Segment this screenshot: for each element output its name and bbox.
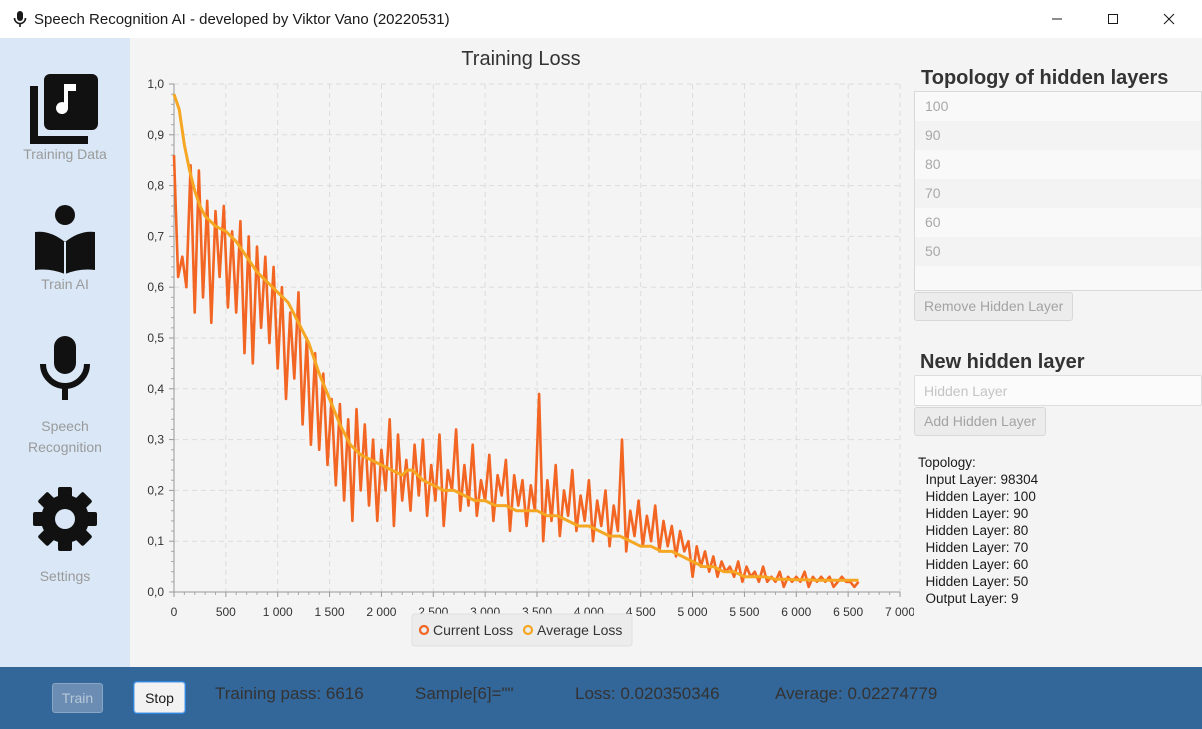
current-loss-line bbox=[172, 155, 860, 589]
topology-info: Topology: Input Layer: 98304 Hidden Laye… bbox=[918, 455, 1039, 606]
legend-label: Current Loss bbox=[433, 622, 513, 638]
list-item[interactable]: 100 bbox=[915, 92, 1201, 121]
sidebar-label: Training Data bbox=[23, 146, 107, 162]
x-tick-label: 4 500 bbox=[626, 605, 656, 619]
maximize-button[interactable] bbox=[1090, 0, 1136, 38]
y-tick-label: 0,2 bbox=[147, 483, 164, 497]
train-button[interactable]: Train bbox=[52, 683, 103, 713]
gear-icon bbox=[33, 487, 97, 551]
y-tick-label: 0,5 bbox=[147, 331, 164, 345]
legend-label: Average Loss bbox=[537, 622, 622, 638]
y-tick-label: 0,3 bbox=[147, 433, 164, 447]
legend-marker bbox=[418, 624, 430, 636]
close-button[interactable] bbox=[1146, 0, 1192, 38]
sidebar: Training Data Train AI Speech Recognitio… bbox=[0, 38, 130, 667]
x-tick-label: 0 bbox=[171, 605, 178, 619]
add-hidden-layer-button[interactable]: Add Hidden Layer bbox=[914, 407, 1047, 436]
chart-title: Training Loss bbox=[461, 48, 580, 70]
y-tick-label: 0,6 bbox=[147, 280, 164, 294]
x-tick-label: 5 500 bbox=[729, 605, 759, 619]
sidebar-label: Settings bbox=[39, 568, 91, 584]
average-loss-line bbox=[172, 93, 859, 582]
legend-marker bbox=[522, 624, 534, 636]
status-bar: Train Stop Training pass: 6616 Sample[6]… bbox=[0, 667, 1202, 729]
hidden-layer-input[interactable] bbox=[914, 375, 1202, 406]
hidden-layers-list[interactable]: 100 90 80 70 60 50 bbox=[914, 91, 1202, 291]
music-library-icon bbox=[30, 74, 98, 144]
sample-text: Sample[6]="" bbox=[415, 684, 514, 703]
y-tick-label: 0,0 bbox=[147, 585, 164, 599]
list-item[interactable]: 50 bbox=[915, 237, 1201, 266]
sidebar-item-speech-recognition[interactable]: Speech Recognition bbox=[0, 334, 130, 458]
y-tick-label: 0,8 bbox=[147, 179, 164, 193]
sidebar-item-train-ai[interactable]: Train AI bbox=[0, 204, 130, 295]
stop-button[interactable]: Stop bbox=[134, 682, 185, 713]
title-bar: Speech Recognition AI - developed by Vik… bbox=[0, 0, 1202, 38]
average-text: Average: 0.02274779 bbox=[775, 684, 938, 703]
list-item[interactable]: 90 bbox=[915, 121, 1201, 150]
sidebar-label-line1: Speech bbox=[41, 418, 89, 434]
training-pass-text: Training pass: 6616 bbox=[215, 684, 364, 703]
sidebar-label: Train AI bbox=[41, 276, 89, 292]
x-tick-label: 1 500 bbox=[315, 605, 345, 619]
remove-hidden-layer-button[interactable]: Remove Hidden Layer bbox=[914, 292, 1074, 321]
microphone-icon bbox=[40, 336, 90, 400]
y-tick-label: 0,7 bbox=[147, 229, 164, 243]
x-tick-label: 7 000 bbox=[885, 605, 914, 619]
microphone-icon bbox=[13, 11, 27, 27]
sidebar-label-line2: Recognition bbox=[28, 439, 102, 455]
x-tick-label: 6 000 bbox=[781, 605, 811, 619]
minimize-icon bbox=[1052, 18, 1062, 20]
legend-box bbox=[411, 613, 633, 647]
minimize-button[interactable] bbox=[1034, 0, 1080, 38]
x-tick-label: 5 000 bbox=[678, 605, 708, 619]
topology-panel: Topology of hidden layers 100 90 80 70 60 50 … bbox=[914, 38, 1202, 667]
y-tick-label: 0,1 bbox=[147, 534, 164, 548]
new-layer-heading: New hidden layer bbox=[920, 351, 1085, 373]
y-tick-label: 1,0 bbox=[147, 77, 164, 91]
window-title: Speech Recognition AI - developed by Vik… bbox=[34, 11, 450, 28]
x-tick-label: 2 000 bbox=[366, 605, 396, 619]
x-tick-label: 500 bbox=[216, 605, 236, 619]
y-tick-label: 0,4 bbox=[147, 382, 164, 396]
topology-heading: Topology of hidden layers bbox=[921, 67, 1169, 89]
list-item[interactable]: 70 bbox=[915, 179, 1201, 208]
list-item[interactable]: 60 bbox=[915, 208, 1201, 237]
x-tick-label: 1 000 bbox=[263, 605, 293, 619]
list-item[interactable]: 80 bbox=[915, 150, 1201, 179]
maximize-icon bbox=[1108, 14, 1118, 24]
y-tick-label: 0,9 bbox=[147, 128, 164, 142]
sidebar-item-training-data[interactable]: Training Data bbox=[0, 72, 130, 165]
reader-icon bbox=[35, 205, 95, 274]
sidebar-item-settings[interactable]: Settings bbox=[0, 486, 130, 587]
loss-text: Loss: 0.020350346 bbox=[575, 684, 720, 703]
training-loss-chart: Training Loss 0 500 1 000 1 500 2 000 2 500 3 … bbox=[147, 48, 914, 647]
x-tick-label: 6 500 bbox=[833, 605, 863, 619]
close-icon bbox=[1163, 13, 1175, 25]
